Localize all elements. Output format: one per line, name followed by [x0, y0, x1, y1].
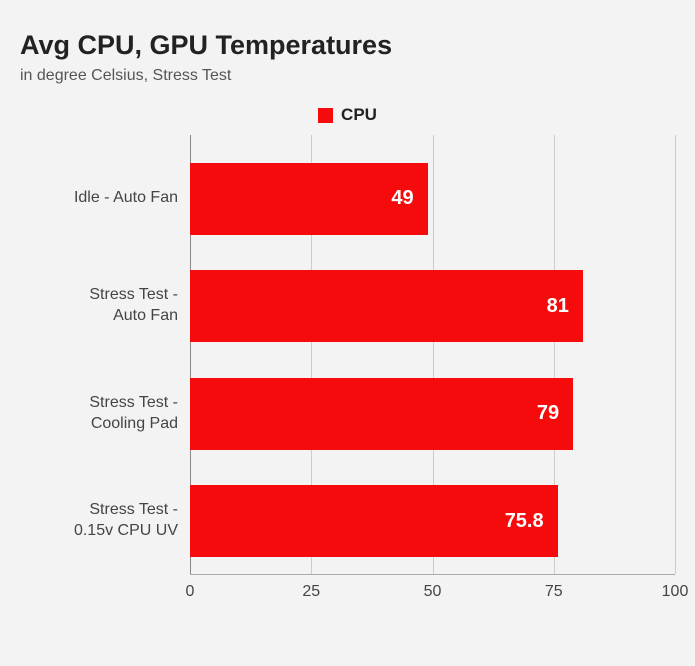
y-label: Stress Test - Auto Fan	[20, 253, 178, 361]
legend-swatch	[318, 108, 333, 123]
chart-subtitle: in degree Celsius, Stress Test	[20, 67, 675, 85]
legend: CPU	[20, 105, 675, 125]
plot-area: 49 81 79 75.8 0 25 50 75 100	[190, 135, 675, 615]
bar: 79	[190, 378, 573, 450]
y-label: Stress Test - Cooling Pad	[20, 360, 178, 468]
x-label: 75	[545, 583, 563, 601]
x-label: 100	[662, 583, 689, 601]
bar-row: 81	[190, 253, 675, 361]
bars-container: 49 81 79 75.8	[190, 135, 675, 575]
chart-title: Avg CPU, GPU Temperatures	[20, 30, 675, 61]
y-axis-labels: Idle - Auto Fan Stress Test - Auto Fan S…	[20, 135, 190, 575]
y-label: Stress Test - 0.15v CPU UV	[20, 468, 178, 576]
x-axis-labels: 0 25 50 75 100	[190, 583, 675, 613]
bar: 75.8	[190, 485, 558, 557]
bar-row: 49	[190, 145, 675, 253]
gridline	[675, 135, 676, 574]
x-label: 50	[424, 583, 442, 601]
x-label: 25	[302, 583, 320, 601]
legend-label: CPU	[341, 105, 377, 125]
chart-area: Idle - Auto Fan Stress Test - Auto Fan S…	[20, 135, 675, 615]
bar-row: 79	[190, 360, 675, 468]
bar: 49	[190, 163, 428, 235]
y-label: Idle - Auto Fan	[20, 145, 178, 253]
bar-row: 75.8	[190, 468, 675, 576]
x-label: 0	[186, 583, 195, 601]
bar: 81	[190, 270, 583, 342]
